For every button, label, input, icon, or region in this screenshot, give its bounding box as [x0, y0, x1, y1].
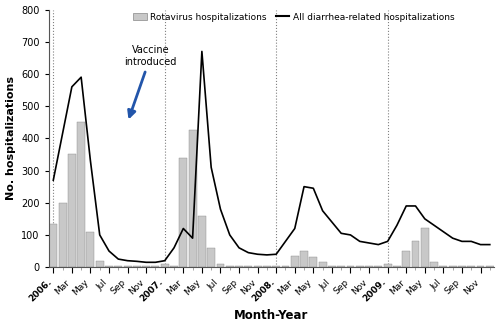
Bar: [421, 229, 428, 267]
Bar: [468, 266, 475, 267]
Bar: [105, 266, 113, 267]
Bar: [235, 266, 243, 267]
Bar: [476, 266, 484, 267]
Bar: [198, 215, 206, 267]
Text: Vaccine
introduced: Vaccine introduced: [124, 45, 177, 117]
Bar: [402, 251, 410, 267]
Bar: [328, 266, 336, 267]
Bar: [133, 266, 141, 267]
Legend: Rotavirus hospitalizations, All diarrhea-related hospitalizations: Rotavirus hospitalizations, All diarrhea…: [130, 9, 458, 25]
Y-axis label: No. hospitalizations: No. hospitalizations: [6, 76, 16, 200]
Bar: [318, 262, 326, 267]
Bar: [50, 224, 57, 267]
Bar: [207, 248, 215, 267]
Bar: [124, 266, 132, 267]
Bar: [430, 262, 438, 267]
Bar: [384, 264, 392, 267]
Bar: [291, 256, 298, 267]
Bar: [272, 266, 280, 267]
Bar: [338, 266, 345, 267]
Bar: [114, 266, 122, 267]
Bar: [96, 261, 104, 267]
Bar: [393, 266, 401, 267]
Bar: [440, 266, 448, 267]
Bar: [188, 130, 196, 267]
X-axis label: Month-Year: Month-Year: [234, 309, 308, 322]
Bar: [152, 266, 160, 267]
Bar: [170, 266, 178, 267]
Bar: [86, 232, 94, 267]
Bar: [346, 266, 354, 267]
Bar: [486, 266, 494, 267]
Bar: [263, 266, 271, 267]
Bar: [226, 266, 234, 267]
Bar: [68, 154, 76, 267]
Bar: [412, 241, 420, 267]
Bar: [282, 266, 290, 267]
Bar: [161, 264, 168, 267]
Bar: [374, 266, 382, 267]
Bar: [300, 251, 308, 267]
Bar: [310, 257, 318, 267]
Bar: [216, 264, 224, 267]
Bar: [180, 158, 188, 267]
Bar: [142, 266, 150, 267]
Bar: [254, 266, 262, 267]
Bar: [365, 266, 373, 267]
Bar: [77, 122, 85, 267]
Bar: [356, 266, 364, 267]
Bar: [58, 203, 66, 267]
Bar: [458, 266, 466, 267]
Bar: [448, 266, 456, 267]
Bar: [244, 266, 252, 267]
